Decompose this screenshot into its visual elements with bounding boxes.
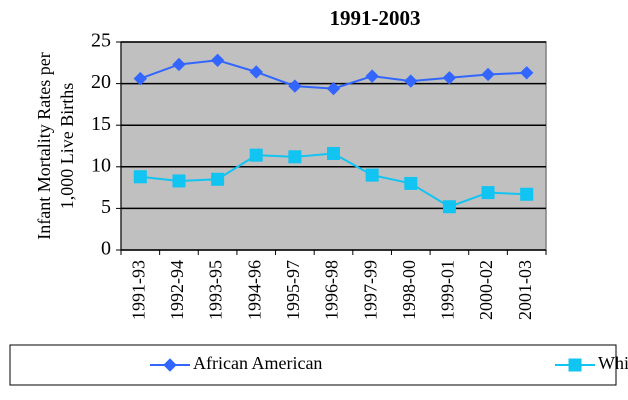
x-tick-label: 1999-01 — [438, 260, 458, 320]
x-tick-label: 2001-03 — [515, 260, 535, 320]
y-tick-label: 0 — [101, 238, 111, 260]
x-tick-label: 1995-97 — [283, 260, 303, 320]
chart-title: 1991-2003 — [330, 6, 421, 30]
data-point — [288, 79, 302, 93]
x-tick-label: 1991-93 — [128, 260, 148, 320]
data-point — [365, 69, 379, 83]
legend-label: White — [598, 353, 628, 373]
y-axis-label: 1,000 Live Births — [57, 83, 77, 210]
x-tick-label: 1998-00 — [399, 260, 419, 320]
legend — [9, 344, 617, 386]
data-point — [442, 200, 456, 214]
data-point — [210, 53, 225, 68]
data-point — [249, 148, 263, 162]
y-tick-label: 25 — [91, 30, 111, 52]
data-point — [520, 187, 534, 201]
y-tick-label: 20 — [91, 71, 111, 93]
data-point — [481, 186, 495, 200]
x-tick-label: 1997-99 — [360, 260, 380, 320]
data-point — [404, 74, 418, 88]
data-point — [519, 66, 534, 80]
data-point — [327, 146, 340, 160]
y-axis-label: Infant Mortality Rates per — [34, 52, 54, 239]
x-tick-label: 1992-94 — [167, 260, 187, 320]
data-point — [172, 174, 186, 188]
y-tick-label: 5 — [101, 196, 111, 218]
legend-label: African American — [193, 353, 322, 373]
data-point — [326, 81, 341, 96]
data-point — [481, 67, 495, 82]
x-tick-label: 1993-95 — [206, 260, 226, 320]
data-point — [133, 71, 148, 86]
legend-marker — [568, 358, 582, 372]
data-point — [211, 172, 225, 186]
data-point — [172, 57, 186, 72]
data-point — [133, 170, 147, 184]
data-point — [404, 176, 418, 190]
plot-area — [120, 41, 547, 251]
data-point — [365, 168, 379, 182]
x-tick-label: 1994-96 — [244, 260, 264, 320]
x-tick-label: 1996-98 — [322, 260, 342, 320]
x-tick-label: 2000-02 — [476, 260, 496, 320]
y-tick-label: 10 — [91, 154, 111, 176]
data-point — [442, 71, 457, 85]
data-point — [288, 150, 302, 164]
legend-marker — [163, 358, 177, 372]
data-point — [249, 65, 263, 79]
y-tick-label: 15 — [91, 113, 111, 135]
